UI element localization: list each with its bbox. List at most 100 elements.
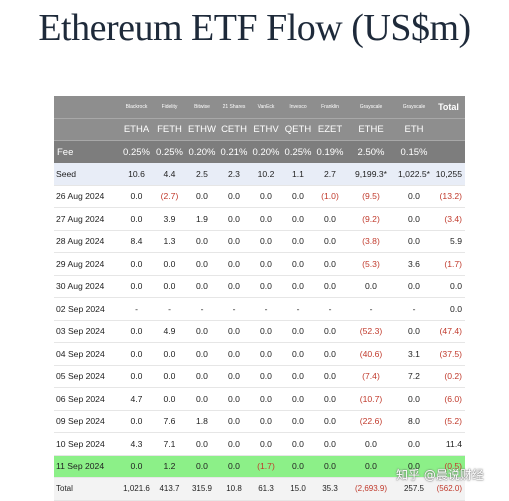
value-cell: 0.0	[314, 252, 346, 276]
value-cell: 0.0	[153, 387, 186, 411]
value-cell: 11.4	[432, 432, 465, 456]
value-cell: 3.6	[396, 252, 432, 276]
value-cell: 0.0	[218, 320, 250, 343]
value-cell: (1.0)	[314, 185, 346, 208]
value-cell: 0.0	[314, 207, 346, 231]
value-cell: 0.0	[282, 230, 314, 253]
row-label: 04 Sep 2024	[54, 342, 120, 366]
value-cell: (47.4)	[432, 320, 465, 343]
issuer-header: Grayscale	[396, 96, 432, 119]
ticker-header: CETH	[218, 118, 250, 141]
value-cell: 0.0	[120, 185, 153, 208]
value-cell: 0.0	[314, 432, 346, 456]
value-cell: 7.1	[153, 432, 186, 456]
value-cell: 10.8	[218, 477, 250, 501]
issuer-header: Invesco	[282, 96, 314, 119]
value-cell: 257.5	[396, 477, 432, 501]
value-cell: 0.0	[396, 185, 432, 208]
value-cell: 0.0	[218, 252, 250, 276]
value-cell: 0.0	[218, 365, 250, 388]
value-cell: 0.0	[120, 320, 153, 343]
value-cell: -	[250, 297, 282, 321]
value-cell: 0.0	[282, 275, 314, 298]
table-row: Seed 10.6 4.4 2.5 2.3 10.2 1.1 2.7 9,199.3* 1,022…	[54, 163, 465, 186]
fee-cell: 0.25%	[282, 140, 314, 163]
value-cell: 0.0	[396, 455, 432, 478]
table-row: 03 Sep 2024 0.0 4.9 0.0 0.0 0.0 0.0 0.0 (52.3) 0.…	[54, 320, 465, 343]
value-cell: (562.0)	[432, 477, 465, 501]
value-cell: 3.9	[153, 207, 186, 231]
issuer-header: VanEck	[250, 96, 282, 119]
value-cell: 0.0	[396, 275, 432, 298]
value-cell: (2,693.9)	[346, 477, 396, 501]
value-cell: 0.0	[218, 207, 250, 231]
issuer-header: Blackrock	[120, 96, 153, 119]
ticker-header: FETH	[153, 118, 186, 141]
ticker-header: ETHA	[120, 118, 153, 141]
value-cell: 0.0	[314, 455, 346, 478]
value-cell: (1.7)	[250, 455, 282, 478]
table-row: 09 Sep 2024 0.0 7.6 1.8 0.0 0.0 0.0 0.0 (22.6) 8.…	[54, 410, 465, 433]
value-cell: 0.0	[346, 275, 396, 298]
row-label: 30 Aug 2024	[54, 275, 120, 298]
value-cell: 0.0	[186, 432, 218, 456]
value-cell: 0.0	[218, 185, 250, 208]
value-cell: 0.0	[282, 252, 314, 276]
issuer-header: 21 Shares	[218, 96, 250, 119]
value-cell: 315.9	[186, 477, 218, 501]
value-cell: (52.3)	[346, 320, 396, 343]
value-cell: 0.0	[186, 252, 218, 276]
row-label: 26 Aug 2024	[54, 185, 120, 208]
table-row: 05 Sep 2024 0.0 0.0 0.0 0.0 0.0 0.0 0.0 (7.4) 7.2…	[54, 365, 465, 388]
value-cell: 0.0	[218, 455, 250, 478]
value-cell: (2.7)	[153, 185, 186, 208]
etf-flow-table: Blackrock Fidelity Bitwise 21 Shares VanEck I…	[54, 96, 465, 501]
value-cell: 0.0	[282, 207, 314, 231]
issuer-header: Bitwise	[186, 96, 218, 119]
value-cell: 413.7	[153, 477, 186, 501]
fee-label: Fee	[54, 140, 120, 163]
row-label: Seed	[54, 163, 120, 186]
value-cell: (22.6)	[346, 410, 396, 433]
value-cell: 0.0	[120, 275, 153, 298]
value-cell: 10.6	[120, 163, 153, 186]
value-cell: 0.0	[314, 275, 346, 298]
value-cell: 0.0	[153, 365, 186, 388]
value-cell: 0.0	[250, 185, 282, 208]
value-cell: 0.0	[346, 432, 396, 456]
value-cell: (0.2)	[432, 365, 465, 388]
value-cell: 7.2	[396, 365, 432, 388]
value-cell: (9.5)	[346, 185, 396, 208]
value-cell: 0.0	[120, 342, 153, 366]
value-cell: 0.0	[314, 342, 346, 366]
value-cell: 0.0	[314, 365, 346, 388]
value-cell: 0.0	[282, 432, 314, 456]
value-cell: -	[346, 297, 396, 321]
value-cell: 15.0	[282, 477, 314, 501]
value-cell: 0.0	[120, 410, 153, 433]
value-cell: 0.0	[250, 410, 282, 433]
ticker-header: ETHW	[186, 118, 218, 141]
value-cell: -	[120, 297, 153, 321]
value-cell: 0.0	[218, 342, 250, 366]
value-cell: (40.6)	[346, 342, 396, 366]
value-cell: 0.0	[250, 320, 282, 343]
row-label: 11 Sep 2024	[54, 455, 120, 478]
issuer-header-row: Blackrock Fidelity Bitwise 21 Shares VanEck I…	[54, 96, 465, 119]
value-cell: 0.0	[314, 410, 346, 433]
value-cell: (3.4)	[432, 207, 465, 231]
value-cell: 0.0	[120, 252, 153, 276]
value-cell: 0.0	[153, 275, 186, 298]
value-cell: 5.9	[432, 230, 465, 253]
value-cell: (0.5)	[432, 455, 465, 478]
value-cell: 0.0	[396, 387, 432, 411]
value-cell: 0.0	[218, 410, 250, 433]
fee-cell: 0.20%	[250, 140, 282, 163]
table-row: 26 Aug 2024 0.0 (2.7) 0.0 0.0 0.0 0.0 (1.0) (9.5…	[54, 185, 465, 208]
fee-row: Fee 0.25% 0.25% 0.20% 0.21% 0.20% 0.25% 0.19% 2.…	[54, 140, 465, 163]
value-cell: 0.0	[250, 207, 282, 231]
value-cell: 0.0	[314, 320, 346, 343]
ticker-header: EZET	[314, 118, 346, 141]
table-row: 28 Aug 2024 8.4 1.3 0.0 0.0 0.0 0.0 0.0 (3.8) 0.0…	[54, 230, 465, 253]
value-cell: (5.2)	[432, 410, 465, 433]
